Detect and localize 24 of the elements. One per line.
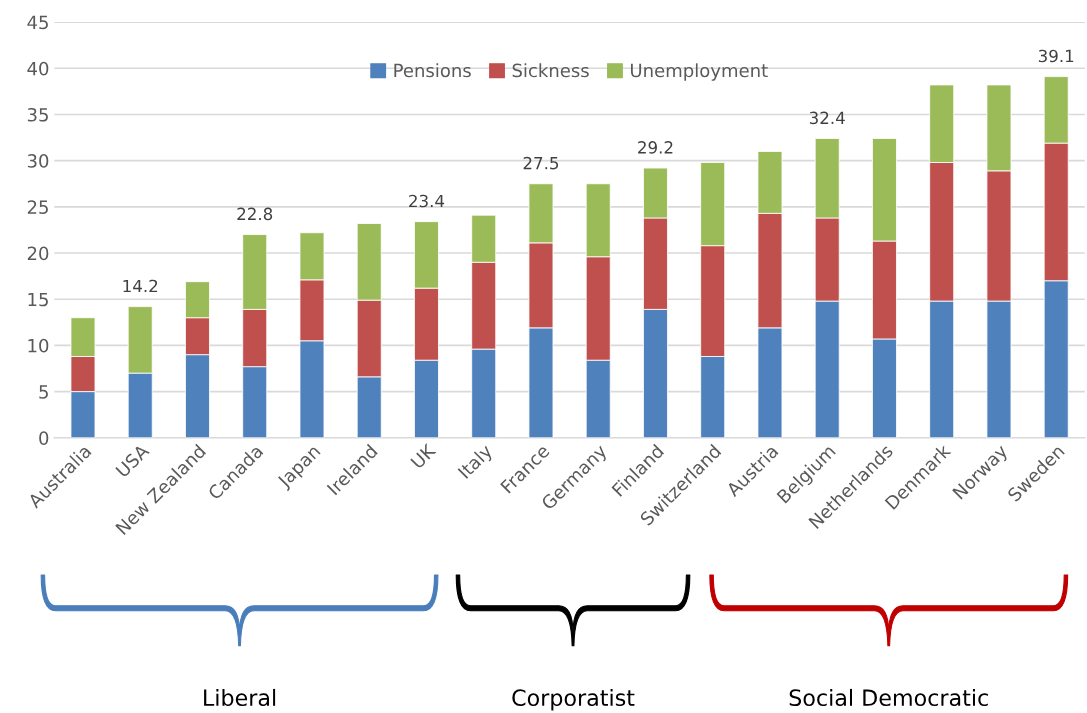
legend-label: Unemployment [630, 63, 768, 81]
y-tick-label: 0 [39, 431, 49, 445]
text: Liberal [204, 688, 276, 707]
y-tick-label: 25 [27, 200, 48, 214]
y-tick-label: 40 [27, 61, 49, 76]
y-tick-label: 10 [28, 338, 49, 353]
text: Social Democratic [789, 688, 988, 707]
text: Corporatist [512, 688, 635, 711]
annotation: 29.2 [638, 141, 673, 154]
annotation: 22.8 [237, 207, 273, 221]
annotation: 32.4 [809, 111, 845, 125]
y-tick-label: 35 [27, 107, 48, 122]
annotation: 23.4 [409, 194, 445, 208]
annotation: 14.2 [123, 279, 158, 293]
legend-label: Pensions [394, 63, 471, 78]
x-tick-label: UK [410, 442, 437, 470]
y-tick-label: 20 [27, 246, 49, 261]
annotation: 27.5 [523, 156, 559, 170]
legend-label: Sickness [512, 63, 589, 78]
y-tick-label: 15 [28, 292, 48, 307]
annotation: 39.1 [1038, 49, 1074, 63]
y-tick-label: 45 [27, 15, 48, 30]
y-tick-label: 5 [39, 385, 48, 399]
y-tick-label: 30 [27, 154, 49, 168]
